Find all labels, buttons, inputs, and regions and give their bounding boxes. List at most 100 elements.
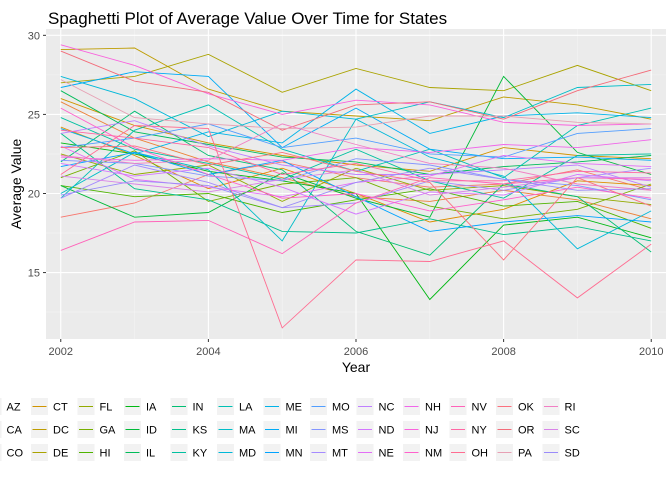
legend-item-ks: KS	[170, 421, 208, 438]
x-axis-title: Year	[342, 359, 371, 375]
series-line-nm	[60, 107, 652, 212]
x-tick-label: 2004	[196, 346, 220, 358]
series-line-ms	[60, 158, 652, 201]
legend-item-ia: IA	[124, 398, 157, 415]
legend-item-ct: CT	[31, 398, 68, 415]
legend-label: ID	[146, 425, 157, 437]
legend-item-id: ID	[124, 421, 157, 438]
legend-key	[0, 444, 2, 461]
legend-label: IN	[193, 402, 204, 414]
legend-item-la: LA	[217, 398, 253, 415]
legend-label: ME	[286, 402, 303, 414]
legend-label: NY	[472, 425, 488, 437]
legend-label: FL	[100, 402, 113, 414]
x-tick-label: 2006	[344, 346, 368, 358]
legend-item-nv: NV	[449, 398, 488, 415]
legend-item-mn: MN	[263, 444, 303, 461]
series-line-nc	[60, 120, 652, 188]
series-line-id	[60, 75, 652, 218]
legend-label: IA	[146, 402, 157, 414]
legend-item-nm: NM	[403, 444, 442, 461]
series-line-de	[60, 53, 652, 93]
legend-label: SD	[565, 448, 580, 460]
legend-item-nd: ND	[356, 421, 395, 438]
legend-item-dc: DC	[31, 421, 69, 438]
series-line-mi	[60, 71, 652, 161]
y-tick-label: 25	[28, 109, 40, 121]
legend-label: CT	[53, 402, 68, 414]
legend-key	[0, 421, 2, 438]
legend-item-hi: HI	[77, 444, 111, 461]
legend: AZ CA CO CT DC DE FL GA HI IA ID IL IN KS KY LA MA MD ME MI…	[0, 398, 580, 461]
series-line-ok	[60, 145, 652, 261]
legend-item-or: OR	[496, 421, 535, 438]
series-line-nd	[60, 162, 652, 215]
legend-label: NH	[425, 402, 441, 414]
legend-item-ms: MS	[310, 421, 349, 438]
legend-item-mt: MT	[310, 444, 348, 461]
legend-item-fl: FL	[77, 398, 113, 415]
series-line-ct	[60, 98, 652, 172]
legend-label: SC	[565, 425, 580, 437]
series-line-dc	[60, 47, 652, 122]
series-line-in	[60, 110, 652, 256]
series-line-pa	[60, 79, 652, 130]
legend-item-nj: NJ	[403, 421, 438, 438]
legend-item-nh: NH	[403, 398, 441, 415]
legend-label: AZ	[7, 402, 21, 414]
legend-item-me: ME	[263, 398, 303, 415]
legend-label: DE	[53, 448, 68, 460]
chart-title: Spaghetti Plot of Average Value Over Tim…	[48, 9, 447, 28]
y-tick-label: 30	[28, 30, 40, 42]
legend-label: LA	[239, 402, 253, 414]
legend-item-ga: GA	[77, 421, 116, 438]
legend-label: NM	[425, 448, 442, 460]
legend-item-sd: SD	[542, 444, 580, 461]
legend-label: MD	[239, 448, 256, 460]
series-line-fl	[60, 153, 652, 206]
legend-item-mo: MO	[310, 398, 350, 415]
legend-item-mi: MI	[263, 421, 298, 438]
series-line-nj	[60, 44, 652, 126]
legend-label: MT	[332, 448, 348, 460]
series-line-ky	[60, 117, 652, 199]
legend-item-oh: OH	[449, 444, 489, 461]
legend-item-ri: RI	[542, 398, 576, 415]
legend-item-ca: CA	[0, 421, 22, 438]
legend-label: MA	[239, 425, 256, 437]
legend-label: RI	[565, 402, 576, 414]
legend-item-co: CO	[0, 444, 23, 461]
legend-label: HI	[100, 448, 111, 460]
legend-label: NE	[379, 448, 394, 460]
series-line-ny	[60, 129, 652, 182]
legend-label: NV	[472, 402, 488, 414]
series-line-or	[60, 50, 652, 131]
series-line-il	[60, 90, 652, 175]
legend-item-sc: SC	[542, 421, 580, 438]
legend-label: MS	[332, 425, 349, 437]
series-line-md	[60, 75, 652, 250]
series-line-oh	[60, 125, 652, 329]
legend-label: MN	[286, 448, 303, 460]
legend-item-az: AZ	[0, 398, 21, 415]
legend-label: KY	[193, 448, 208, 460]
series-line-me	[60, 88, 652, 155]
legend-label: OR	[518, 425, 535, 437]
axis-ticks: 2002 2004 2006 2008 2010 15 20 25 30	[28, 30, 664, 358]
series-line-ri	[60, 123, 652, 191]
legend-label: ND	[379, 425, 395, 437]
legend-label: PA	[518, 448, 533, 460]
legend-item-de: DE	[31, 444, 68, 461]
legend-label: KS	[193, 425, 208, 437]
legend-label: OK	[518, 402, 535, 414]
legend-item-ok: OK	[496, 398, 535, 415]
legend-item-in: IN	[170, 398, 204, 415]
y-tick-label: 20	[28, 188, 40, 200]
series-line-nh	[60, 139, 652, 161]
legend-item-il: IL	[124, 444, 155, 461]
legend-label: IL	[146, 448, 155, 460]
legend-item-ne: NE	[356, 444, 394, 461]
legend-label: OH	[472, 448, 489, 460]
legend-label: NC	[379, 402, 395, 414]
